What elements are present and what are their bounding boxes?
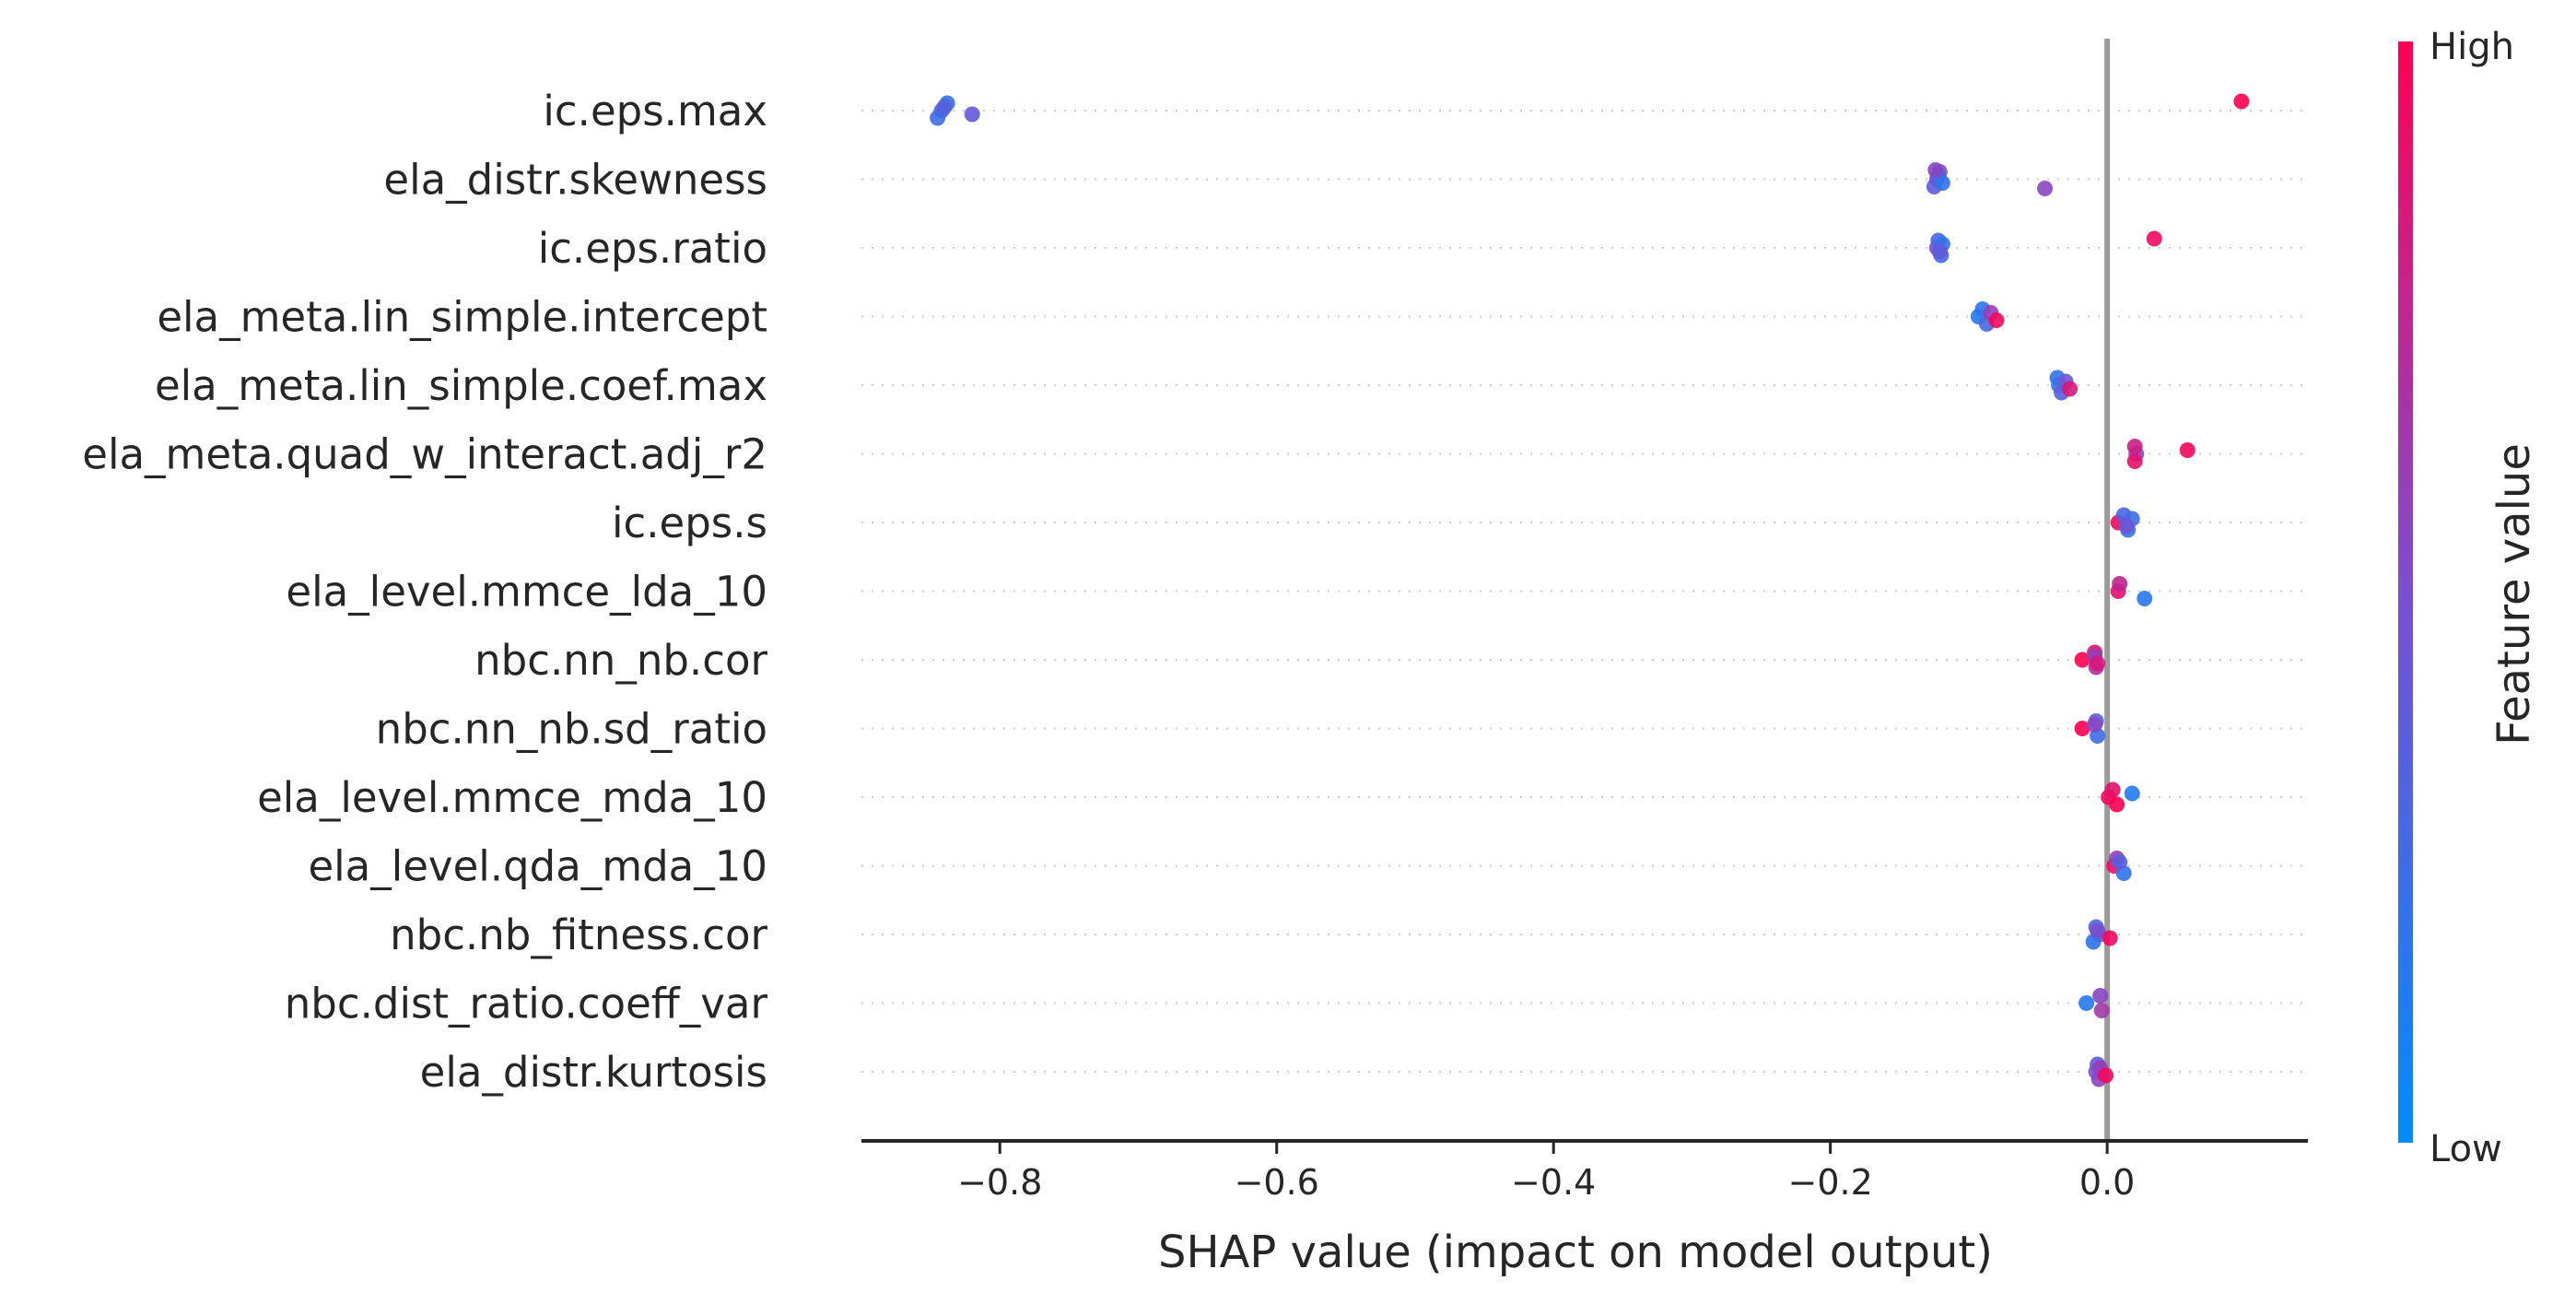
shap-point [2126, 453, 2143, 469]
shap-point [2137, 591, 2153, 606]
shap-point [2098, 1067, 2114, 1084]
shap-point [2118, 518, 2135, 535]
feature-label: ic.eps.ratio [538, 224, 767, 273]
shap-point [2093, 1003, 2110, 1018]
shap-point [2062, 381, 2078, 397]
shap-point [1934, 175, 1950, 191]
shap-point [2179, 442, 2195, 458]
shap-point [2112, 576, 2128, 592]
colorbar-low-label: Low [2430, 1128, 2502, 1170]
x-tick-label: 0.0 [2079, 1162, 2135, 1203]
feature-label: nbc.nb_fitness.cor [390, 910, 767, 959]
shap-point [2109, 796, 2125, 813]
shap-point [1931, 243, 1948, 260]
shap-point [2074, 652, 2090, 668]
shap-point [2078, 995, 2095, 1011]
shap-point [2112, 854, 2128, 870]
shap-point [1927, 162, 1944, 178]
shap-point [2074, 721, 2090, 736]
x-tick-label: −0.6 [1235, 1162, 1319, 1203]
colorbar-high-label: High [2430, 26, 2514, 68]
x-axis-title: SHAP value (impact on model output) [1158, 1227, 1993, 1278]
shap-point [936, 99, 953, 115]
x-tick-label: −0.8 [957, 1162, 1042, 1203]
colorbar: High Low Feature value [2398, 26, 2540, 1170]
feature-label: ela_meta.lin_simple.intercept [157, 293, 767, 342]
colorbar-title: Feature value [2488, 443, 2540, 746]
shap-points [930, 93, 2250, 1087]
shap-point [2126, 439, 2143, 454]
feature-label: ela_level.qda_mda_10 [308, 842, 767, 891]
shap-point [2102, 930, 2118, 946]
feature-label: ela_level.mmce_mda_10 [257, 773, 767, 822]
x-tick-label: −0.4 [1511, 1162, 1596, 1203]
shap-point [2090, 655, 2106, 672]
shap-point [2037, 181, 2054, 196]
feature-label: nbc.nn_nb.sd_ratio [376, 705, 767, 754]
feature-label: ela_meta.quad_w_interact.adj_r2 [82, 430, 767, 479]
feature-label: ela_distr.kurtosis [420, 1048, 767, 1097]
feature-label: ela_level.mmce_lda_10 [286, 568, 767, 617]
feature-label: ic.eps.s [612, 499, 767, 547]
shap-point [1988, 312, 2005, 328]
feature-label: ela_meta.lin_simple.coef.max [155, 361, 767, 410]
shap-point [2146, 230, 2162, 247]
feature-labels: ic.eps.max ela_distr.skewness ic.eps.ratio… [82, 87, 767, 1097]
x-tick-label: −0.2 [1788, 1162, 1873, 1203]
shap-point [2092, 988, 2109, 1004]
x-axis-ticks: −0.8 −0.6 −0.4 −0.2 0.0 [957, 1141, 2135, 1203]
shap-point [964, 106, 980, 123]
colorbar-gradient [2398, 41, 2413, 1143]
feature-label: ela_distr.skewness [383, 156, 767, 205]
feature-label: ic.eps.max [543, 87, 767, 135]
shap-point [2233, 93, 2250, 110]
feature-label: nbc.dist_ratio.coeff_var [285, 980, 768, 1028]
shap-point [2087, 717, 2103, 733]
shap-point [2124, 785, 2140, 802]
feature-label: nbc.nn_nb.cor [474, 636, 767, 685]
shap-point [2104, 781, 2121, 798]
shap-point [2090, 922, 2106, 939]
